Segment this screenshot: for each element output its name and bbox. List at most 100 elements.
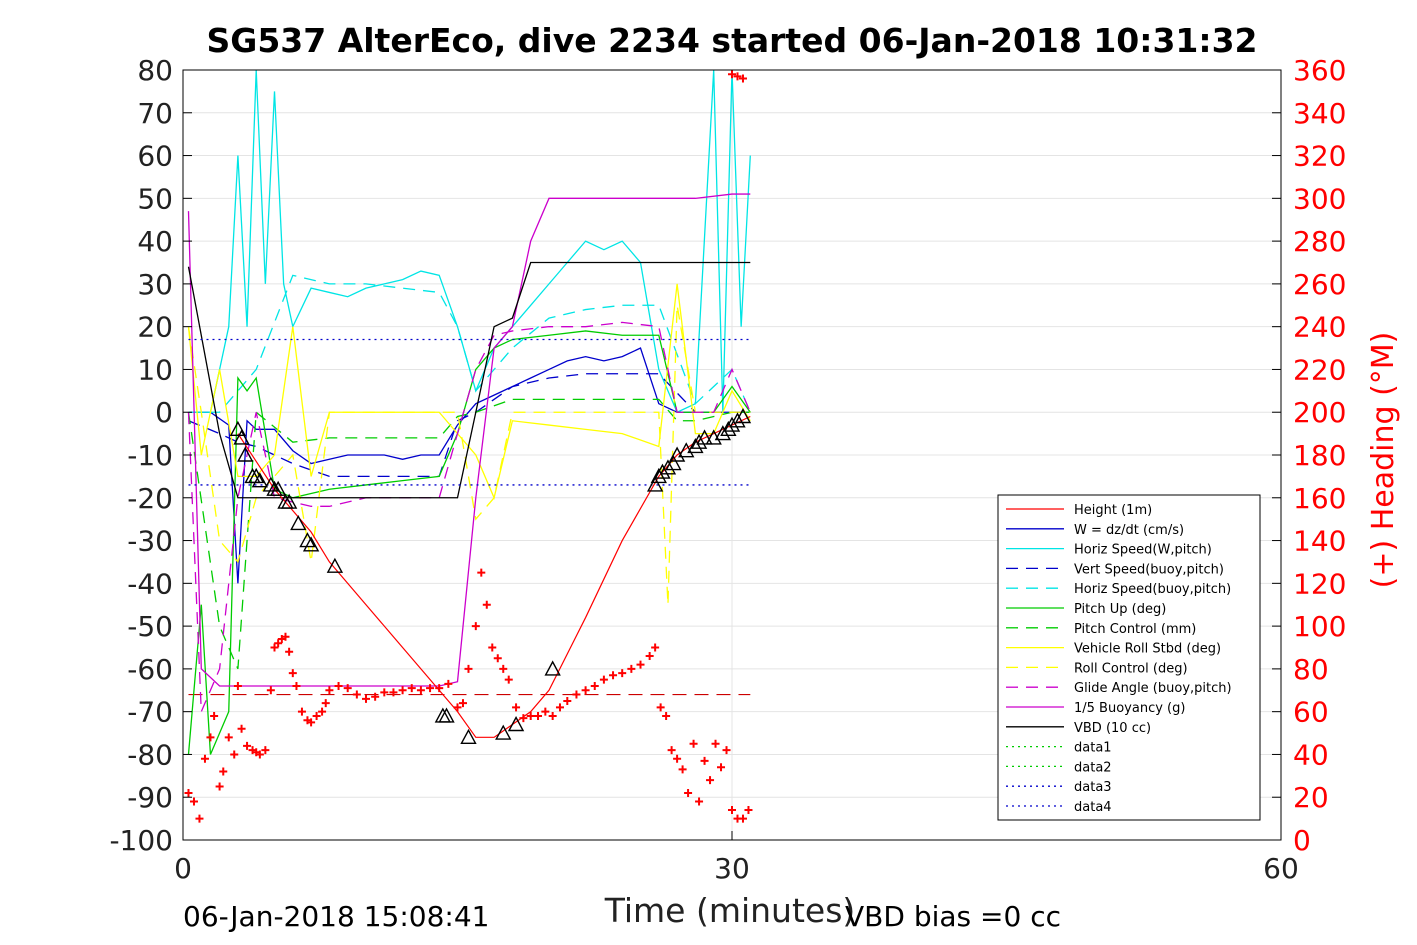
- heading-point: [555, 703, 564, 712]
- y2-tick-label: 340: [1293, 97, 1346, 130]
- depth-triangle-mark: [299, 532, 316, 548]
- depth-triangle-mark: [262, 476, 280, 492]
- y2-tick-label: 300: [1293, 182, 1346, 215]
- depth-triangle-mark: [438, 707, 455, 723]
- heading-point: [426, 684, 435, 693]
- heading-point: [230, 750, 239, 759]
- x-tick-label: 0: [174, 852, 192, 885]
- heading-point: [312, 711, 321, 720]
- heading-point: [684, 788, 693, 797]
- heading-point: [270, 643, 279, 652]
- y2-tick-label: 60: [1293, 696, 1329, 729]
- heading-point: [362, 694, 370, 703]
- depth-triangle-mark: [696, 429, 713, 445]
- heading-point: [581, 686, 590, 695]
- heading-point: [645, 652, 654, 661]
- heading-point: [733, 72, 742, 81]
- depth-triangle-mark: [460, 728, 477, 745]
- x-axis-ticks: 0 30 60: [174, 831, 1299, 885]
- y-tick-label: 60: [137, 140, 173, 173]
- heading-point: [206, 733, 215, 742]
- heading-point: [297, 707, 306, 716]
- legend-entry-label: Pitch Control (mm): [1074, 622, 1196, 637]
- heading-point: [321, 699, 330, 708]
- heading-point: [651, 643, 660, 652]
- legend-entry-label: Height (1m): [1074, 503, 1152, 518]
- heading-point: [292, 682, 301, 690]
- y2-tick-label: 0: [1293, 824, 1311, 857]
- heading-point: [695, 797, 704, 806]
- y-tick-label: 50: [137, 182, 173, 215]
- heading-point: [210, 711, 219, 720]
- heading-point: [689, 739, 698, 748]
- heading-point: [237, 724, 246, 733]
- heading-point: [526, 711, 535, 720]
- heading-point: [398, 686, 407, 695]
- heading-point: [618, 669, 627, 678]
- heading-point: [499, 664, 508, 673]
- depth-triangle-mark: [650, 467, 667, 484]
- heading-point: [471, 622, 480, 631]
- y-tick-label: -50: [127, 610, 173, 643]
- heading-point: [519, 714, 528, 723]
- heading-point: [738, 74, 747, 83]
- y2-tick-label: 160: [1293, 482, 1346, 515]
- heading-point: [407, 684, 416, 693]
- y2-tick-label: 200: [1293, 396, 1346, 429]
- heading-point: [219, 767, 228, 776]
- heading-point: [243, 741, 252, 750]
- y-tick-label: 40: [137, 225, 173, 258]
- heading-point: [184, 788, 193, 797]
- heading-point: [482, 600, 491, 609]
- legend-entry-label: Pitch Up (deg): [1074, 602, 1166, 617]
- legend-entry-label: data4: [1074, 800, 1112, 815]
- heading-point: [416, 686, 425, 695]
- legend-entry-label: Glide Angle (buoy,pitch): [1074, 681, 1232, 696]
- heading-point: [189, 797, 198, 806]
- y2-tick-label: 100: [1293, 610, 1346, 643]
- heading-point: [274, 639, 283, 648]
- y-tick-label: -60: [127, 653, 173, 686]
- heading-point: [224, 733, 233, 742]
- depth-triangle-mark: [495, 724, 512, 740]
- legend-entry-label: VBD (10 cc): [1074, 721, 1151, 736]
- footer-timestamp: 06-Jan-2018 15:08:41: [183, 900, 489, 933]
- chart-title: SG537 AlterEco, dive 2234 started 06-Jan…: [206, 21, 1257, 60]
- heading-point: [722, 746, 731, 755]
- legend-box: [997, 494, 1261, 821]
- heading-point: [541, 707, 550, 716]
- y-tick-label: 10: [137, 353, 173, 386]
- series-horiz-speed-buoy-pitch-line: [188, 274, 751, 413]
- y2-tick-label: 220: [1293, 353, 1346, 386]
- y-tick-label: -40: [127, 567, 173, 600]
- heading-point: [673, 754, 682, 763]
- heading-point: [325, 686, 334, 695]
- heading-point: [728, 70, 736, 79]
- heading-point: [477, 568, 486, 577]
- legend-entry-label: Roll Control (deg): [1074, 661, 1188, 676]
- depth-triangle-mark: [714, 425, 732, 441]
- series-vbd-10-cc-line: [187, 261, 751, 499]
- heading-point: [627, 664, 636, 673]
- y2-axis-label: (+) Heading (°M): [1366, 332, 1401, 589]
- heading-point: [343, 684, 352, 693]
- y2-tick-label: 260: [1293, 268, 1346, 301]
- legend-entry-label: Vehicle Roll Stbd (deg): [1074, 642, 1221, 657]
- y2-axis-ticks: 3603403203002802602402202001801601401201…: [1272, 54, 1346, 857]
- depth-triangle-mark: [729, 412, 746, 428]
- heading-point: [512, 703, 521, 712]
- depth-triangle-mark: [659, 459, 677, 475]
- y2-tick-label: 20: [1293, 781, 1329, 814]
- legend-entry-label: Vert Speed(buoy,pitch): [1074, 562, 1224, 577]
- heading-point: [195, 814, 204, 823]
- y2-tick-label: 180: [1293, 439, 1346, 472]
- heading-point: [738, 814, 747, 823]
- depth-triangle-mark: [302, 536, 320, 552]
- depth-triangle-mark: [687, 437, 704, 454]
- heading-point: [656, 703, 665, 712]
- legend-entry-label: data3: [1074, 780, 1112, 795]
- legend-entry-label: data2: [1074, 760, 1112, 775]
- series-glide-angle-buoy-pitch-line: [187, 321, 751, 712]
- heading-point: [444, 679, 453, 688]
- legend-entry-label: Horiz Speed(buoy,pitch): [1074, 582, 1231, 597]
